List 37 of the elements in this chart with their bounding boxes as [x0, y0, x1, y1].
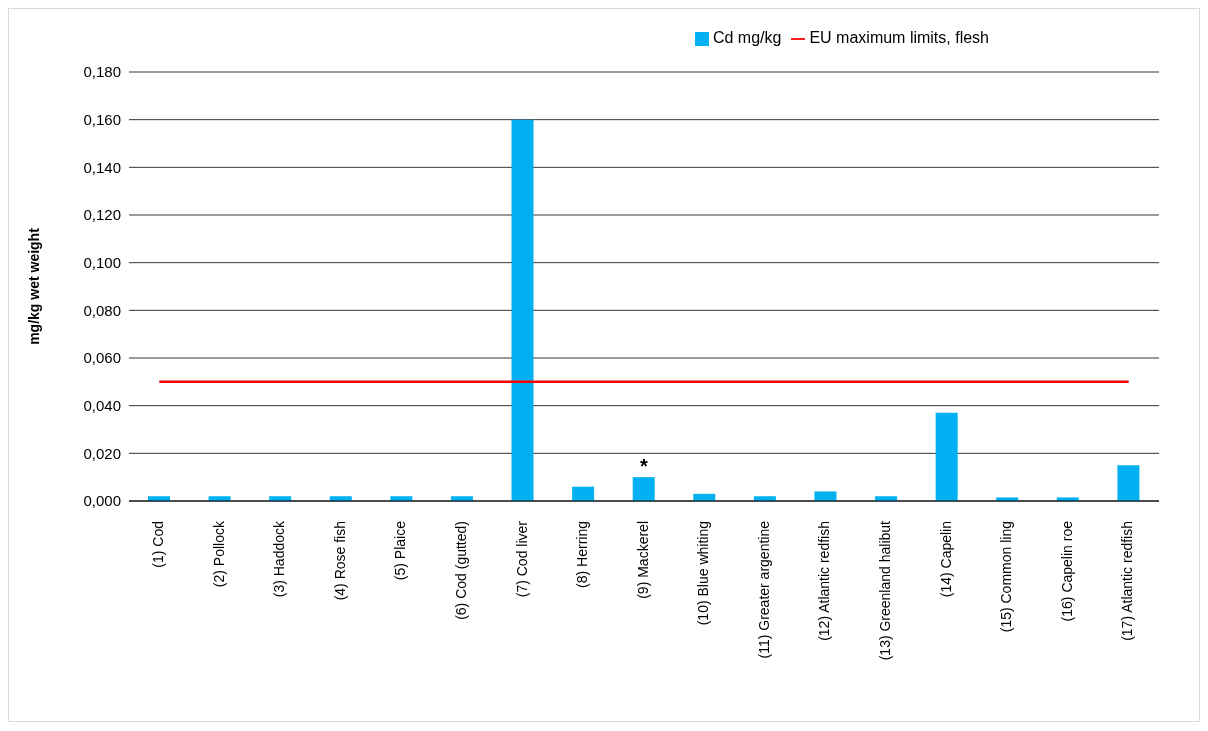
x-tick-label: (1) Cod [150, 521, 166, 568]
x-tick-label: (17) Atlantic redfish [1119, 521, 1136, 641]
y-tick-label: 0,140 [83, 158, 121, 176]
x-tick-label: (9) Mackerel [634, 521, 651, 599]
x-tick-label: (6) Cod (gutted) [452, 521, 469, 620]
bar [632, 477, 655, 501]
y-tick-label: 0,180 [83, 63, 121, 81]
bar [572, 486, 595, 501]
x-tick-label: (5) Plaice [392, 520, 409, 581]
bar [511, 119, 534, 501]
legend-label: Cd mg/kg [712, 29, 782, 46]
x-tick-label: (15) Common ling [998, 521, 1015, 633]
y-tick-label: 0,100 [83, 253, 121, 271]
x-tick-label: (3) Haddock [271, 520, 288, 598]
y-tick-label: 0,160 [83, 110, 121, 128]
x-tick-label: (14) Capelin [937, 521, 954, 598]
y-tick-label: 0,020 [83, 444, 121, 462]
x-tick-label: (4) Rose fish [331, 521, 348, 601]
bar [935, 412, 958, 501]
x-tick-label: (2) Pollock [210, 520, 227, 588]
y-tick-label: 0,040 [83, 396, 121, 414]
y-tick-label: 0,060 [83, 349, 121, 367]
bar [1117, 465, 1140, 501]
bar [814, 491, 837, 501]
y-tick-label: 0,080 [83, 301, 121, 319]
x-tick-label: (7) Cod liver [513, 520, 530, 598]
y-tick-label: 0,120 [83, 206, 121, 224]
annotation: * [640, 455, 649, 478]
y-tick-label: 0,000 [83, 492, 121, 510]
x-tick-label: (8) Herring [574, 521, 591, 588]
legend-label: EU maximum limits, flesh [809, 29, 989, 46]
x-tick-label: (10) Blue whiting [695, 521, 712, 626]
x-tick-label: (11) Greater argentine [755, 520, 772, 659]
x-tick-label: (13) Greenland halibut [877, 520, 894, 661]
y-axis-title: mg/kg wet weight [25, 227, 42, 345]
x-tick-label: (16) Capelin roe [1058, 520, 1075, 622]
x-tick-label: (12) Atlantic redfish [816, 521, 833, 641]
